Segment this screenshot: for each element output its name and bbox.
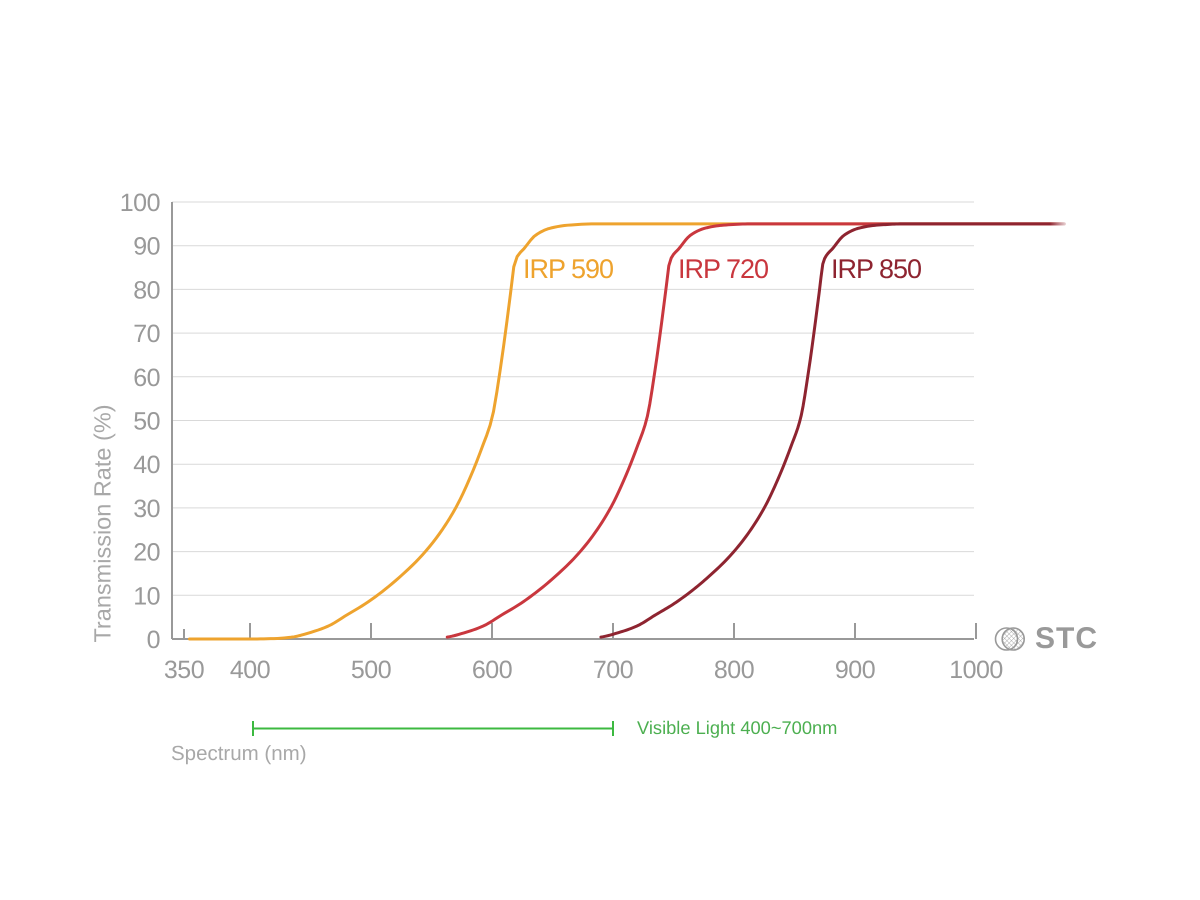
svg-text:60: 60	[133, 364, 160, 392]
svg-text:STC: STC	[1035, 622, 1098, 655]
svg-text:800: 800	[714, 656, 754, 684]
svg-text:Transmission Rate (%): Transmission Rate (%)	[90, 404, 116, 642]
svg-text:Visible Light 400~700nm: Visible Light 400~700nm	[637, 717, 837, 738]
svg-text:500: 500	[351, 656, 391, 684]
svg-text:0: 0	[147, 626, 160, 654]
svg-text:1000: 1000	[949, 656, 1003, 684]
svg-text:Spectrum (nm): Spectrum (nm)	[171, 742, 307, 765]
svg-text:350: 350	[164, 656, 204, 684]
svg-text:50: 50	[133, 408, 160, 436]
svg-text:600: 600	[472, 656, 512, 684]
svg-text:20: 20	[133, 539, 160, 567]
svg-text:400: 400	[230, 656, 270, 684]
svg-text:30: 30	[133, 495, 160, 523]
svg-text:IRP 720: IRP 720	[678, 254, 768, 284]
svg-text:10: 10	[133, 582, 160, 610]
svg-text:70: 70	[133, 320, 160, 348]
svg-text:90: 90	[133, 233, 160, 261]
svg-text:100: 100	[120, 189, 160, 217]
svg-text:IRP 850: IRP 850	[831, 254, 921, 284]
svg-text:900: 900	[835, 656, 875, 684]
svg-text:700: 700	[593, 656, 633, 684]
svg-text:40: 40	[133, 451, 160, 479]
svg-text:80: 80	[133, 276, 160, 304]
svg-text:IRP 590: IRP 590	[523, 254, 613, 284]
